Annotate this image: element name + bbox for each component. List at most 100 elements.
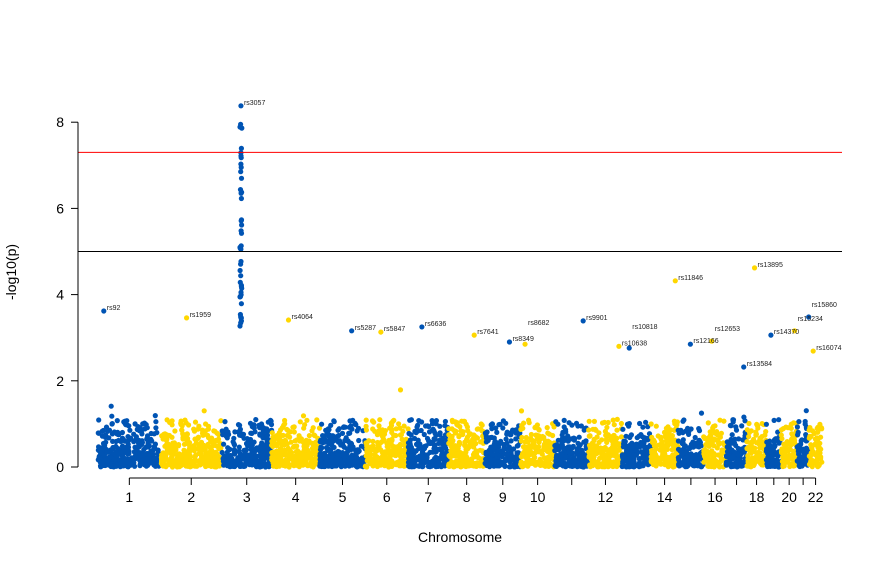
snp-label: rs8682 bbox=[528, 320, 550, 327]
snp-point bbox=[384, 461, 390, 467]
x-tick-label: 10 bbox=[530, 489, 546, 505]
snp-point bbox=[552, 448, 558, 454]
snp-point bbox=[607, 463, 613, 469]
snp-point bbox=[309, 428, 315, 434]
snp-point bbox=[153, 425, 159, 431]
snp-label: rs6636 bbox=[425, 321, 447, 328]
snp-point bbox=[415, 437, 421, 443]
snp-point bbox=[108, 403, 114, 409]
snp-point bbox=[818, 454, 824, 460]
x-tick-label: 1 bbox=[125, 489, 133, 505]
annotated-snp-point bbox=[806, 314, 812, 320]
snp-point bbox=[367, 451, 374, 458]
snp-point bbox=[306, 433, 312, 439]
snp-point bbox=[269, 438, 275, 444]
snp-point bbox=[487, 435, 493, 441]
snp-point bbox=[589, 459, 596, 465]
snp-point bbox=[498, 438, 504, 444]
snp-point bbox=[128, 435, 134, 441]
snp-point bbox=[419, 419, 425, 425]
snp-point bbox=[525, 449, 531, 455]
snp-point bbox=[300, 439, 306, 445]
snp-point bbox=[201, 408, 207, 414]
snp-point bbox=[413, 455, 419, 461]
snp-point bbox=[626, 451, 632, 457]
snp-point bbox=[618, 420, 625, 427]
snp-point bbox=[763, 421, 770, 427]
snp-point bbox=[299, 461, 305, 467]
snp-point bbox=[400, 437, 407, 444]
x-tick-label: 3 bbox=[243, 489, 251, 505]
snp-point bbox=[751, 436, 757, 442]
y-tick-label: 6 bbox=[56, 200, 64, 216]
snp-point bbox=[238, 121, 244, 127]
snp-point bbox=[776, 417, 782, 423]
snp-point bbox=[429, 458, 435, 464]
snp-point bbox=[522, 460, 529, 466]
snp-point bbox=[503, 436, 509, 442]
snp-point bbox=[500, 425, 506, 431]
snp-point bbox=[770, 453, 776, 459]
snp-point bbox=[196, 423, 202, 429]
snp-point bbox=[420, 455, 426, 462]
y-tick-label: 4 bbox=[56, 287, 64, 303]
snp-point bbox=[424, 435, 431, 442]
snp-point bbox=[537, 436, 543, 442]
snp-point bbox=[300, 413, 307, 419]
snp-point bbox=[573, 420, 580, 426]
snp-point bbox=[256, 463, 262, 469]
points-layer bbox=[95, 103, 825, 470]
snp-point bbox=[258, 447, 264, 454]
snp-point bbox=[568, 450, 574, 456]
snp-point bbox=[563, 454, 569, 460]
x-tick-label: 14 bbox=[657, 489, 673, 505]
snp-point bbox=[124, 418, 130, 424]
snp-label: rs15860 bbox=[812, 302, 837, 309]
snp-point bbox=[144, 425, 150, 431]
snp-point bbox=[612, 463, 618, 469]
snp-point bbox=[561, 417, 567, 423]
snp-label: rs12653 bbox=[715, 326, 740, 333]
snp-point bbox=[193, 440, 199, 446]
snp-point bbox=[518, 408, 525, 414]
snp-point bbox=[811, 451, 817, 457]
snp-point bbox=[506, 458, 512, 464]
snp-point bbox=[401, 423, 407, 429]
snp-point bbox=[99, 433, 105, 439]
snp-point bbox=[106, 455, 112, 461]
snp-point bbox=[626, 421, 632, 427]
snp-point bbox=[329, 457, 335, 464]
snp-point bbox=[490, 462, 496, 468]
snp-point bbox=[696, 444, 702, 450]
snp-point bbox=[519, 451, 526, 457]
snp-point bbox=[312, 448, 318, 454]
snp-point bbox=[97, 456, 103, 462]
snp-point bbox=[726, 452, 732, 459]
snp-point bbox=[665, 464, 671, 470]
snp-point bbox=[238, 314, 244, 320]
snp-point bbox=[624, 445, 630, 451]
snp-point bbox=[209, 451, 215, 457]
snp-point bbox=[290, 461, 296, 467]
snp-point bbox=[257, 431, 263, 437]
snp-point bbox=[463, 453, 469, 459]
snp-point bbox=[716, 439, 722, 445]
snp-point bbox=[418, 444, 424, 451]
snp-point bbox=[764, 461, 770, 467]
snp-point bbox=[731, 449, 738, 455]
snp-point bbox=[746, 420, 752, 427]
snp-point bbox=[717, 434, 724, 440]
snp-point bbox=[532, 460, 538, 466]
snp-point bbox=[208, 445, 214, 451]
snp-point bbox=[470, 436, 476, 442]
snp-point bbox=[252, 429, 258, 435]
x-axis: 1 2 3 4 5 6 7 8 9 10 12 14 16 18 20 22 bbox=[125, 477, 824, 505]
snp-point bbox=[259, 452, 265, 458]
snp-point bbox=[389, 427, 395, 433]
snp-point bbox=[405, 440, 412, 446]
snp-point bbox=[398, 432, 404, 438]
snp-point bbox=[745, 458, 751, 464]
snp-point bbox=[665, 434, 671, 440]
annotated-snp-point bbox=[751, 265, 758, 271]
snp-point bbox=[733, 460, 739, 466]
